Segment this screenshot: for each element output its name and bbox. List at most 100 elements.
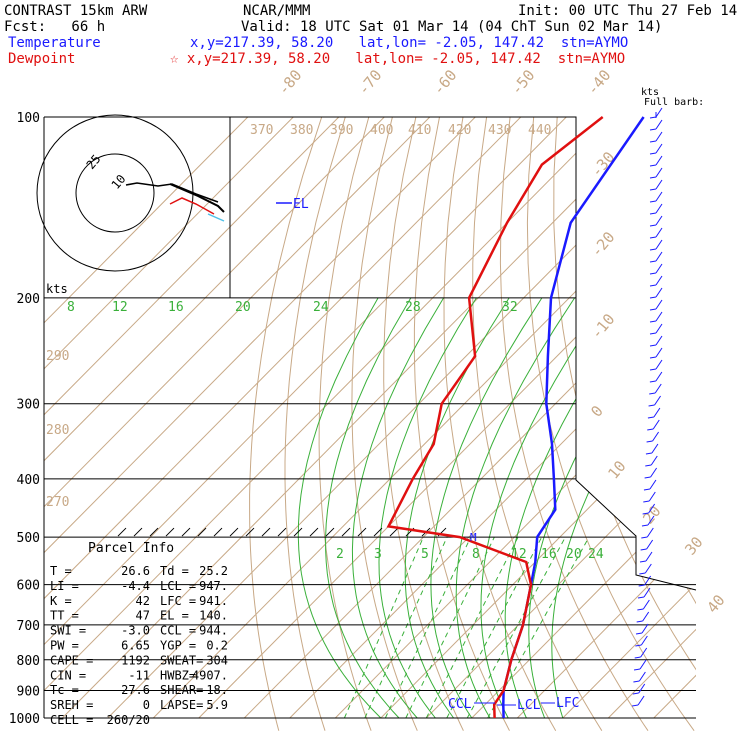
wind-barb-flag bbox=[645, 551, 653, 562]
wind-barb-staff bbox=[636, 620, 643, 623]
dry-adiabat bbox=[318, 117, 372, 731]
parcel-value: 304 bbox=[206, 653, 228, 667]
wind-barb-staff bbox=[645, 452, 653, 455]
temperature-axis-label: -10 bbox=[587, 310, 618, 342]
parcel-label: LFC = bbox=[160, 594, 196, 608]
hodograph-trace bbox=[125, 182, 219, 203]
parcel-value: 6.65 bbox=[121, 639, 150, 653]
hatch-mark bbox=[213, 527, 223, 537]
temperature-legend: Temperature bbox=[8, 35, 101, 51]
temperature-axis-label: 40 bbox=[703, 591, 728, 616]
parcel-label: SWEAT= bbox=[160, 653, 203, 667]
wind-barb-staff bbox=[633, 680, 640, 683]
dry-adiabat-label: 400 bbox=[370, 123, 393, 138]
mixing-ratio-line bbox=[466, 536, 566, 719]
mixing-ratio-label: 20 bbox=[566, 547, 582, 562]
pressure-label: 100 bbox=[17, 111, 40, 126]
dry-adiabat bbox=[651, 117, 696, 732]
isotherm-line bbox=[44, 117, 567, 719]
parcel-label: HWBZ= bbox=[160, 668, 196, 682]
wind-barb-staff bbox=[641, 536, 648, 539]
isotherm-line bbox=[107, 117, 696, 719]
hatch-mark bbox=[325, 527, 335, 537]
wind-barb-staff bbox=[649, 296, 657, 299]
wind-barb-staff bbox=[643, 500, 650, 503]
hatch-mark bbox=[181, 527, 191, 537]
wind-barb-flag bbox=[646, 527, 654, 538]
forecast-hour: Fcst: 66 h bbox=[4, 19, 106, 35]
dry-adiabat-label: 370 bbox=[250, 123, 273, 138]
mixing-ratio-line bbox=[487, 536, 590, 719]
wind-barb-flag bbox=[655, 155, 663, 166]
wind-barb-staff bbox=[638, 584, 645, 587]
wind-barb-flag bbox=[652, 419, 660, 430]
wind-barb-staff bbox=[649, 116, 657, 119]
dry-adiabat bbox=[413, 117, 510, 731]
mixing-ratio-label: 16 bbox=[541, 547, 557, 562]
model-title: CONTRAST 15km ARW bbox=[4, 3, 148, 19]
wind-barb-flag bbox=[649, 479, 657, 490]
pressure-label: 400 bbox=[17, 473, 40, 488]
wind-barb-staff bbox=[635, 632, 643, 635]
pressure-label: 800 bbox=[17, 654, 40, 669]
temperature-axis-label: -20 bbox=[587, 228, 618, 260]
temperature-axis-label: -40 bbox=[583, 66, 614, 98]
hatch-mark bbox=[133, 527, 143, 537]
wind-barb-staff bbox=[649, 140, 657, 143]
isotherm-line bbox=[562, 117, 696, 719]
isotherm-line bbox=[44, 117, 340, 719]
pressure-label: 700 bbox=[17, 619, 40, 634]
valid-time: Valid: 18 UTC Sat 01 Mar 14 (04 ChT Sun … bbox=[241, 19, 663, 35]
mixing-ratio-label: 12 bbox=[112, 300, 128, 315]
wind-barb-staff bbox=[632, 692, 639, 695]
wind-barb-flag bbox=[655, 251, 663, 262]
parcel-value: 0.2 bbox=[206, 639, 228, 653]
dry-adiabat bbox=[526, 117, 695, 731]
dry-adiabat bbox=[553, 117, 696, 732]
temperature-axis-label: -80 bbox=[274, 66, 305, 98]
wind-barb-staff bbox=[649, 212, 657, 215]
wind-barb-staff bbox=[645, 464, 652, 467]
isotherm-line bbox=[243, 117, 696, 719]
isotherm-line bbox=[44, 117, 249, 719]
pressure-label: 600 bbox=[17, 579, 40, 594]
hatch-mark bbox=[373, 527, 383, 537]
dry-adiabat bbox=[578, 117, 696, 732]
wind-barb-flag bbox=[655, 143, 663, 154]
parcel-label: EL = bbox=[160, 609, 189, 623]
isotherm-line bbox=[44, 117, 522, 719]
wind-barb-staff bbox=[646, 440, 653, 443]
hatch-mark bbox=[197, 527, 207, 537]
moist-adiabat bbox=[404, 297, 510, 719]
parcel-value: 941. bbox=[199, 594, 228, 608]
parcel-value: 1192 bbox=[121, 653, 150, 667]
wind-barb-flag bbox=[650, 455, 658, 466]
temperature-location: x,y=217.39, 58.20 lat,lon= -2.05, 147.42… bbox=[190, 35, 629, 51]
wind-barb-flag bbox=[655, 215, 663, 226]
wind-barb-staff bbox=[641, 524, 649, 527]
hatch-mark bbox=[341, 527, 351, 537]
wind-barb-flag bbox=[655, 179, 663, 190]
moist-adiabat bbox=[297, 297, 382, 719]
mixing-ratio-label: 8 bbox=[472, 547, 480, 562]
wind-barb-staff bbox=[642, 512, 649, 515]
dry-adiabat bbox=[499, 117, 649, 731]
isotherm-line bbox=[44, 117, 476, 719]
barb-scale-units: Full barb: bbox=[644, 97, 704, 108]
dry-adiabat-label: 390 bbox=[330, 123, 353, 138]
wind-barb-staff bbox=[649, 368, 657, 371]
wind-barb-flag bbox=[655, 347, 663, 358]
parcel-label: T = bbox=[50, 564, 72, 578]
dewpoint-profile bbox=[386, 116, 604, 719]
parcel-label: PW = bbox=[50, 639, 79, 653]
isotherm-line bbox=[44, 117, 294, 719]
dry-adiabat-label: 280 bbox=[46, 423, 69, 438]
wind-barb-flag bbox=[655, 203, 663, 214]
hatch-mark bbox=[149, 527, 159, 537]
wind-barb-flag bbox=[651, 443, 659, 454]
hodograph-ring-label: 25 bbox=[84, 152, 104, 172]
pressure-label: 300 bbox=[17, 398, 40, 413]
pressure-label: 200 bbox=[17, 292, 40, 307]
wind-barb-staff bbox=[635, 644, 642, 647]
hatch-mark bbox=[309, 527, 319, 537]
